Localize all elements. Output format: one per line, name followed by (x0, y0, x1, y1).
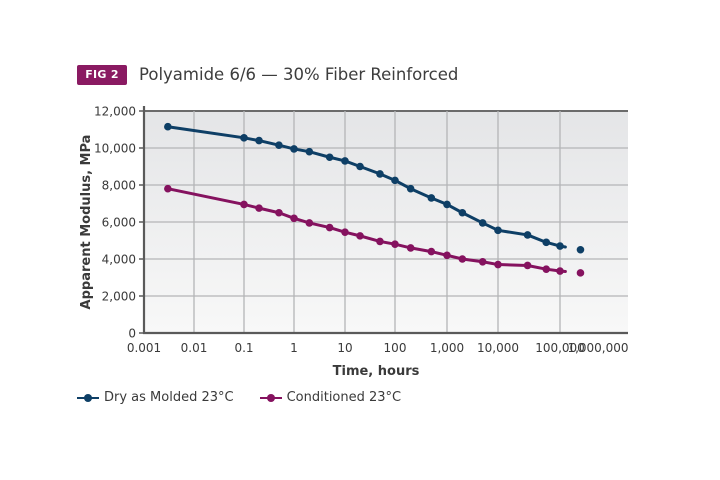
data-point (406, 184, 415, 193)
data-point (458, 255, 467, 263)
data-point (240, 200, 248, 209)
y-tick-label: 4,000 (102, 253, 136, 267)
data-point (523, 231, 532, 239)
data-point (356, 232, 364, 240)
x-tick-label: 0.001 (127, 341, 161, 355)
data-point (523, 261, 532, 270)
chart-title: Polyamide 6/6 — 30% Fiber Reinforced (139, 65, 459, 84)
data-point (556, 267, 564, 275)
x-axis-ticks: 0.001 0.01 0.1 1 10 100 1,000 10,000 100,0001,00… (127, 341, 629, 355)
figure-badge: FIG 2 (77, 65, 127, 85)
x-tick-label: 0.01 (181, 341, 208, 355)
data-point (556, 242, 564, 250)
legend-label-dry: Dry as Molded 23°C (104, 390, 234, 405)
legend-label-conditioned: Conditioned 23°C (286, 390, 402, 405)
data-point (325, 223, 334, 232)
legend-item-dry: Dry as Molded 23°C (77, 390, 234, 405)
data-point (255, 136, 263, 145)
data-point (478, 257, 487, 266)
data-point (255, 204, 263, 212)
data-point (376, 170, 384, 178)
y-tick-label: 0 (128, 327, 136, 341)
data-point (290, 214, 298, 223)
series-layer (164, 122, 585, 277)
data-point (356, 162, 364, 171)
y-tick-label: 6,000 (102, 216, 136, 230)
y-tick-label: 2,000 (102, 290, 136, 304)
y-tick-label: 10,000 (94, 142, 136, 156)
data-point (576, 269, 585, 277)
data-point (240, 134, 248, 142)
data-point (290, 145, 298, 153)
x-axis-title: Time, hours (333, 364, 420, 379)
data-point (458, 208, 467, 217)
legend-item-conditioned: Conditioned 23°C (259, 390, 402, 405)
series-dry-as-molded (164, 122, 585, 254)
data-point (542, 265, 551, 273)
y-tick-label: 8,000 (102, 179, 136, 193)
x-tick-label: 100,000 (535, 341, 585, 355)
data-point (406, 244, 415, 252)
data-point (376, 237, 384, 246)
data-point (494, 226, 502, 235)
series-conditioned (164, 184, 585, 277)
data-point (325, 153, 334, 162)
data-point (164, 184, 172, 193)
x-tick-label: 1,000,000 (567, 341, 628, 355)
data-point (275, 208, 283, 217)
data-point (391, 176, 399, 185)
legend-swatch-conditioned-icon (259, 393, 282, 403)
y-tick-label: 12,000 (94, 105, 136, 119)
x-tick-label: 100 (384, 341, 407, 355)
data-point (427, 194, 436, 202)
data-point (443, 251, 451, 260)
x-tick-label: 1 (290, 341, 298, 355)
data-point (305, 147, 314, 156)
legend: Dry as Molded 23°C Conditioned 23°C (77, 390, 401, 405)
data-point (341, 228, 349, 236)
data-point (164, 122, 172, 131)
x-tick-label: 10 (337, 341, 352, 355)
data-point (576, 245, 585, 254)
x-tick-label: 0.1 (234, 341, 253, 355)
data-point (494, 260, 502, 269)
gridlines (144, 110, 628, 333)
data-point (341, 157, 349, 165)
data-point (275, 141, 283, 150)
x-tick-label: 1,000 (430, 341, 464, 355)
data-point (542, 238, 551, 247)
y-axis-title: Apparent Modulus, MPa (79, 135, 94, 310)
data-point (391, 240, 399, 248)
data-point (478, 219, 487, 227)
data-point (305, 219, 314, 227)
data-point (443, 200, 451, 209)
legend-swatch-dry-icon (77, 393, 99, 403)
x-tick-label: 10,000 (477, 341, 519, 355)
y-axis-ticks: 0 2,000 4,000 6,000 8,000 10,000 12,000 (94, 105, 144, 341)
data-point (427, 247, 436, 256)
